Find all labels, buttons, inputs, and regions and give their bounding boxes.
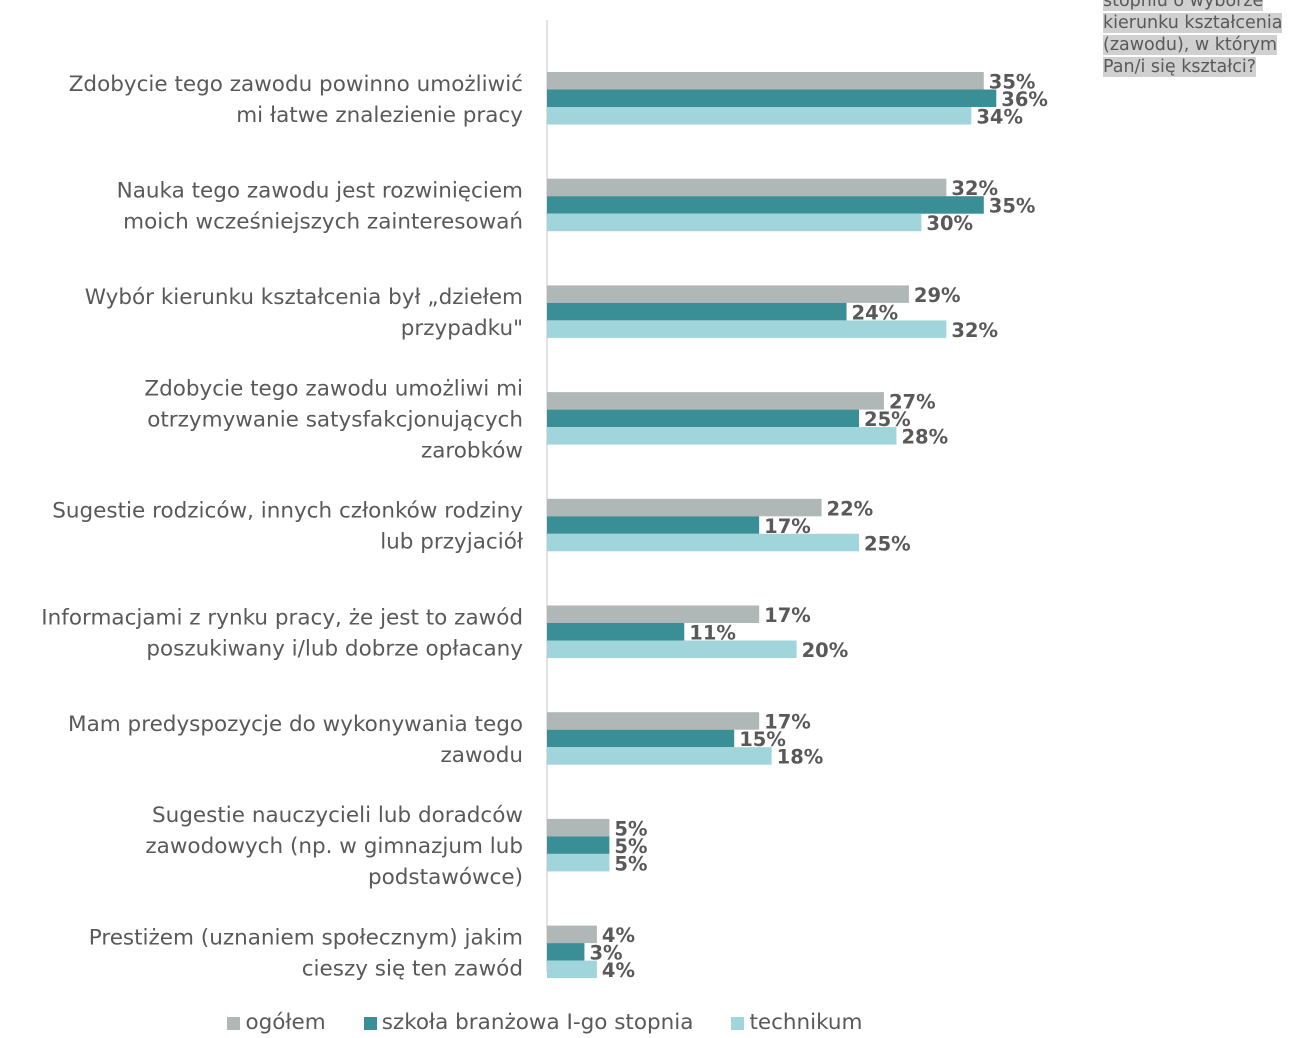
bar-0 bbox=[547, 498, 822, 517]
bar-0 bbox=[547, 605, 760, 623]
bar-1 bbox=[547, 516, 760, 534]
legend-item-szkola-branzowa: szkoła branżowa I-go stopnia bbox=[363, 1008, 694, 1038]
bar-1 bbox=[547, 729, 735, 748]
data-label: 24% bbox=[852, 301, 899, 324]
bar-2 bbox=[547, 213, 922, 232]
data-label: 11% bbox=[689, 622, 736, 645]
bar-2 bbox=[547, 960, 597, 979]
category-label: Wybór kierunku kształcenia był „dziełem bbox=[85, 285, 523, 310]
category-label: lub przyjaciół bbox=[380, 530, 524, 555]
category-label: Sugestie nauczycieli lub doradców bbox=[152, 803, 523, 828]
category-label: zawodowych (np. w gimnazjum lub bbox=[145, 834, 523, 859]
data-label: 3% bbox=[589, 942, 622, 965]
category-label: poszukiwany i/lub dobrze opłacany bbox=[146, 636, 523, 661]
category-label: podstawówce) bbox=[368, 865, 523, 890]
data-label: 27% bbox=[889, 391, 936, 414]
data-label: 17% bbox=[764, 711, 811, 734]
category-label: zawodu bbox=[441, 743, 523, 768]
data-label: 4% bbox=[602, 959, 635, 982]
data-label: 25% bbox=[864, 532, 911, 555]
bar-chart: Zdobycie tego zawodu powinno umożliwić mi… bbox=[41, 20, 1048, 982]
data-label: 20% bbox=[802, 639, 849, 662]
bar-2 bbox=[547, 107, 972, 125]
data-label: 36% bbox=[1001, 88, 1048, 111]
legend-label: technikum bbox=[749, 1010, 863, 1035]
note-line: kierunku kształcenia bbox=[1103, 13, 1283, 33]
bar-0 bbox=[547, 285, 909, 303]
legend-label: szkoła branżowa I-go stopnia bbox=[381, 1010, 694, 1035]
bar-0 bbox=[547, 392, 884, 410]
bar-1 bbox=[547, 409, 859, 428]
data-label: 34% bbox=[976, 106, 1023, 129]
legend-swatch bbox=[363, 1016, 377, 1030]
data-label: 32% bbox=[951, 319, 998, 342]
note-line: (zawodu), w którym bbox=[1103, 35, 1278, 55]
data-label: 4% bbox=[602, 924, 635, 947]
bar-2 bbox=[547, 853, 610, 872]
data-label: 18% bbox=[777, 746, 824, 769]
data-label: 32% bbox=[951, 177, 998, 200]
bar-1 bbox=[547, 89, 997, 107]
category-label: otrzymywanie satysfakcjonujących bbox=[147, 407, 523, 432]
bar-2 bbox=[547, 427, 897, 445]
category-label: mi łatwe znalezienie pracy bbox=[236, 103, 523, 128]
data-label: 15% bbox=[739, 728, 786, 751]
category-label: Mam predyspozycje do wykonywania tego bbox=[68, 712, 523, 737]
data-label: 5% bbox=[614, 835, 647, 858]
data-label: 22% bbox=[827, 497, 874, 520]
note-line: stopniu o wyborze bbox=[1103, 0, 1264, 11]
data-label: 25% bbox=[864, 408, 911, 431]
bar-0 bbox=[547, 178, 947, 197]
category-label: Informacjami z rynku pracy, że jest to z… bbox=[41, 605, 523, 630]
legend-swatch bbox=[731, 1016, 745, 1030]
bar-2 bbox=[547, 640, 797, 658]
bar-1 bbox=[547, 623, 685, 641]
bar-1 bbox=[547, 302, 847, 321]
category-label: Nauka tego zawodu jest rozwinięciem bbox=[117, 178, 523, 203]
data-label: 35% bbox=[989, 71, 1036, 94]
note-line: Pan/i się kształci? bbox=[1103, 57, 1256, 77]
category-label: Prestiżem (uznaniem społecznym) jakim bbox=[89, 925, 523, 950]
bar-2 bbox=[547, 747, 772, 765]
bar-0 bbox=[547, 818, 610, 837]
bar-0 bbox=[547, 925, 597, 944]
legend-swatch bbox=[227, 1016, 241, 1030]
question-note: stopniu o wyborze kierunku kształcenia (… bbox=[1103, 0, 1311, 78]
bar-1 bbox=[547, 196, 984, 214]
data-label: 29% bbox=[914, 284, 961, 307]
category-label: przypadku" bbox=[401, 316, 523, 341]
data-label: 5% bbox=[614, 852, 647, 875]
data-label: 17% bbox=[764, 515, 811, 538]
data-label: 5% bbox=[614, 817, 647, 840]
category-label: cieszy się ten zawód bbox=[302, 956, 523, 981]
category-label: Zdobycie tego zawodu powinno umożliwić bbox=[69, 72, 523, 97]
bar-0 bbox=[547, 72, 984, 90]
bar-2 bbox=[547, 533, 859, 552]
category-label: Zdobycie tego zawodu umożliwi mi bbox=[144, 376, 523, 401]
category-label: moich wcześniejszych zainteresowań bbox=[123, 209, 523, 234]
bar-0 bbox=[547, 712, 760, 730]
legend-item-technikum: technikum bbox=[731, 1008, 863, 1038]
category-label: Sugestie rodziców, innych członków rodzi… bbox=[52, 499, 523, 524]
data-label: 30% bbox=[926, 212, 973, 235]
category-label: zarobków bbox=[421, 438, 523, 463]
chart-legend: ogółem szkoła branżowa I-go stopnia tech… bbox=[0, 1008, 1090, 1038]
data-label: 35% bbox=[989, 195, 1036, 218]
bar-1 bbox=[547, 836, 610, 854]
data-label: 28% bbox=[901, 426, 948, 449]
bar-2 bbox=[547, 320, 947, 338]
data-label: 17% bbox=[764, 604, 811, 627]
legend-label: ogółem bbox=[245, 1010, 326, 1035]
legend-item-ogolem: ogółem bbox=[227, 1008, 326, 1038]
bar-1 bbox=[547, 943, 585, 961]
